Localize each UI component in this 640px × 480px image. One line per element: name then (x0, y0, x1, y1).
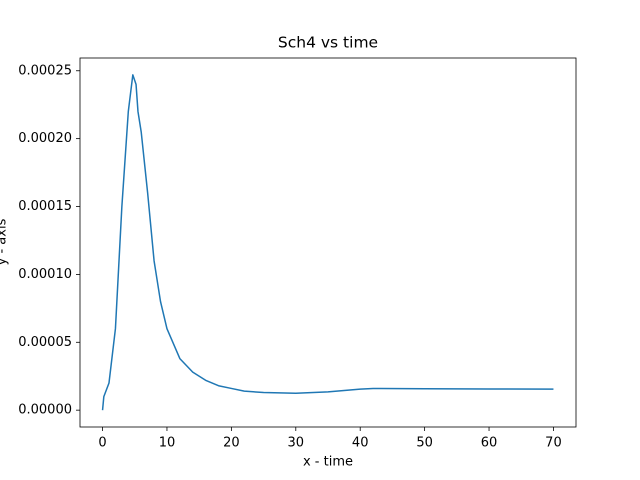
chart-title: Sch4 vs time (278, 34, 378, 52)
y-tick-label: 0.00010 (18, 267, 72, 282)
y-tick-label: 0.00015 (18, 199, 72, 214)
line-series (101, 74, 554, 411)
x-tick-label: 50 (416, 436, 433, 451)
y-tick-label: 0.00020 (18, 131, 72, 146)
x-tick-label: 30 (288, 436, 305, 451)
x-tick-label: 40 (352, 436, 369, 451)
y-tick-label: 0.00005 (18, 335, 72, 350)
x-tick-label: 70 (545, 436, 562, 451)
y-tick-label: 0.00025 (18, 63, 72, 78)
x-axis-label: x - time (303, 455, 353, 470)
x-tick-label: 0 (98, 436, 106, 451)
y-axis-label: y - axis (0, 218, 10, 265)
x-tick-label: 20 (223, 436, 240, 451)
plot-frame (79, 57, 577, 428)
y-tick-label: 0.00000 (18, 403, 72, 418)
x-tick-label: 10 (159, 436, 176, 451)
x-tick-label: 60 (481, 436, 498, 451)
